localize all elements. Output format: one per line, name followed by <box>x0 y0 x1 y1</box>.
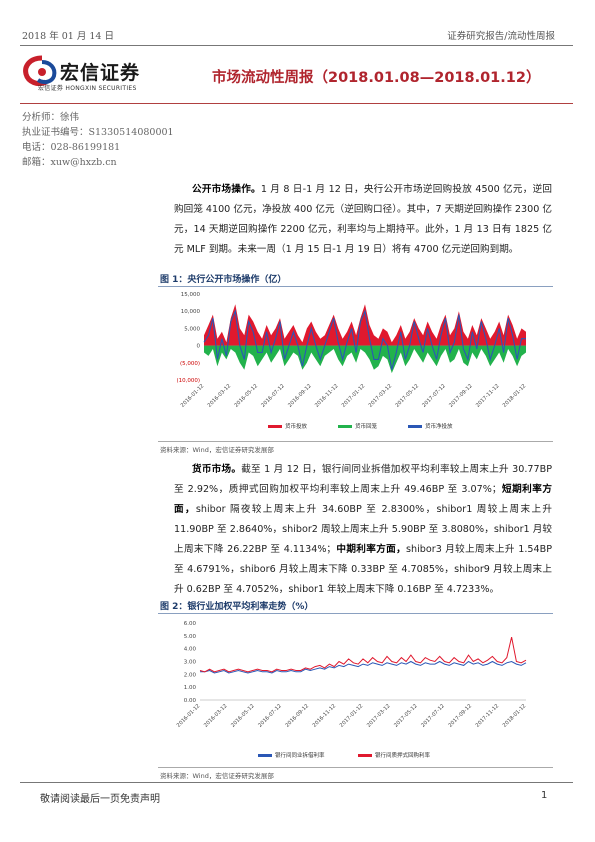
section-open-market-heading: 公开市场操作。 <box>192 184 261 195</box>
x-tick-label: 2017-09-12 <box>448 703 474 729</box>
y-tick-label: 1.00 <box>184 685 197 691</box>
analyst-name: 分析师：徐伟 <box>22 112 80 123</box>
figure1-title: 图 1：央行公开市场操作（亿） <box>160 275 287 285</box>
x-tick-label: 2017-09-12 <box>448 383 474 409</box>
open-market-operations-chart: 15,000 10,000 5,000 0 (5,000) (10,000)2016-01… <box>176 292 528 430</box>
mid-term-heading: 中期利率方面， <box>336 544 407 555</box>
x-tick-label: 2017-01-12 <box>341 383 367 409</box>
legend-label: 货币投放 <box>285 422 308 430</box>
page-number: 1 <box>541 790 548 801</box>
analyst-phone: 电话：028-86199181 <box>22 142 121 153</box>
analyst-email[interactable]: 邮箱：xuw@hxzb.cn <box>22 157 117 168</box>
series-line <box>200 660 527 674</box>
report-category: 证券研究报告/流动性周报 <box>447 31 555 42</box>
figure1-bottom-rule <box>158 441 553 442</box>
logo-mark-icon <box>23 55 57 87</box>
x-tick-label: 2017-05-12 <box>395 383 421 409</box>
x-tick-label: 2016-05-12 <box>234 383 260 409</box>
section-open-market: 公开市场操作。1 月 8 日-1 月 12 日，央行公开市场逆回购投放 4500… <box>174 180 552 260</box>
y-tick-label: (5,000) <box>180 361 200 367</box>
footer-divider <box>20 782 573 783</box>
legend-label: 银行间同业拆借利率 <box>275 751 325 759</box>
y-tick-label: 4.00 <box>184 647 197 653</box>
x-tick-label: 2018-01-12 <box>502 703 528 729</box>
x-tick-label: 2016-01-12 <box>180 383 206 409</box>
y-tick-label: 2.00 <box>184 672 197 678</box>
x-tick-label: 2017-07-12 <box>420 703 446 729</box>
y-tick-label: 0 <box>197 344 201 350</box>
title-divider <box>20 103 573 104</box>
x-tick-label: 2016-07-12 <box>260 383 286 409</box>
x-tick-label: 2016-09-12 <box>285 703 311 729</box>
y-tick-label: 0.00 <box>184 698 197 704</box>
x-tick-label: 2017-07-12 <box>421 383 447 409</box>
x-tick-label: 2016-07-12 <box>257 703 283 729</box>
figure1-top-rule <box>158 286 553 287</box>
x-tick-label: 2016-01-12 <box>176 703 202 729</box>
figure2-top-rule <box>158 613 553 614</box>
analyst-cert: 执业证书编号：S1330514080001 <box>22 127 174 138</box>
y-tick-label: 10,000 <box>181 309 201 315</box>
figure2-title: 图 2：银行业加权平均利率走势（%） <box>160 602 314 612</box>
legend-swatch <box>268 425 282 428</box>
x-tick-label: 2016-11-12 <box>312 703 338 729</box>
section-money-market-body1: 截至 1 月 12 日，银行间同业拆借加权平均利率较上周末上升 30.77BP … <box>174 464 553 495</box>
legend-swatch <box>258 754 272 757</box>
company-logo-text: 宏信证券 <box>60 62 141 84</box>
figure1-source: 资料来源：Wind，宏信证券研究发展部 <box>160 446 274 454</box>
x-tick-label: 2016-09-12 <box>287 383 313 409</box>
series-line <box>203 309 526 370</box>
x-tick-label: 2017-01-12 <box>339 703 365 729</box>
section-open-market-body: 1 月 8 日-1 月 12 日，央行公开市场逆回购投放 4500 亿元，逆回购… <box>174 184 552 255</box>
figure2-source: 资料来源：Wind，宏信证券研究发展部 <box>160 772 274 780</box>
footer-disclaimer[interactable]: 敬请阅读最后一页免责声明 <box>40 794 160 805</box>
y-tick-label: (10,000) <box>176 378 200 384</box>
legend-swatch <box>338 425 352 428</box>
legend-swatch <box>408 425 422 428</box>
figure2-bottom-rule <box>158 767 553 768</box>
y-tick-label: 6.00 <box>184 621 197 627</box>
legend-swatch <box>358 754 372 757</box>
series-area <box>204 304 526 346</box>
x-tick-label: 2017-03-12 <box>368 383 394 409</box>
y-tick-label: 15,000 <box>181 292 201 298</box>
x-tick-label: 2016-03-12 <box>207 383 233 409</box>
short-term-body: shibor 隔夜较上周末上升 34.60BP 至 2.8300%，shibor… <box>174 504 552 555</box>
legend-label: 货币回笼 <box>355 422 378 430</box>
report-title: 市场流动性周报（2018.01.08—2018.01.12） <box>212 70 541 86</box>
report-date: 2018 年 01 月 14 日 <box>22 31 114 42</box>
series-area <box>204 345 526 374</box>
x-tick-label: 2017-03-12 <box>366 703 392 729</box>
legend-label: 货币净投放 <box>425 422 453 430</box>
x-tick-label: 2017-11-12 <box>475 383 501 409</box>
y-tick-label: 5,000 <box>184 326 200 332</box>
legend-label: 银行间质押式回购利率 <box>375 751 431 759</box>
short-term-heading: 短期利率方面， <box>174 484 553 515</box>
series-line <box>199 636 527 673</box>
x-tick-label: 2016-11-12 <box>314 383 340 409</box>
x-tick-label: 2016-05-12 <box>230 703 256 729</box>
x-tick-label: 2017-05-12 <box>393 703 419 729</box>
x-tick-label: 2018-01-12 <box>502 383 528 409</box>
y-tick-label: 5.00 <box>184 634 197 640</box>
mid-term-body: shibor3 月较上周末上升 1.54BP 至 4.6791%，shibor6… <box>174 544 552 595</box>
header-divider <box>20 45 573 46</box>
section-money-market: 货币市场。截至 1 月 12 日，银行间同业拆借加权平均利率较上周末上升 30.… <box>174 460 552 600</box>
x-tick-label: 2016-03-12 <box>203 703 229 729</box>
y-tick-label: 3.00 <box>184 660 197 666</box>
section-money-market-heading: 货币市场。 <box>192 464 242 475</box>
x-tick-label: 2017-11-12 <box>475 703 501 729</box>
company-logo-subtitle: 宏信证券 HONGXIN SECURITIES <box>38 85 137 92</box>
